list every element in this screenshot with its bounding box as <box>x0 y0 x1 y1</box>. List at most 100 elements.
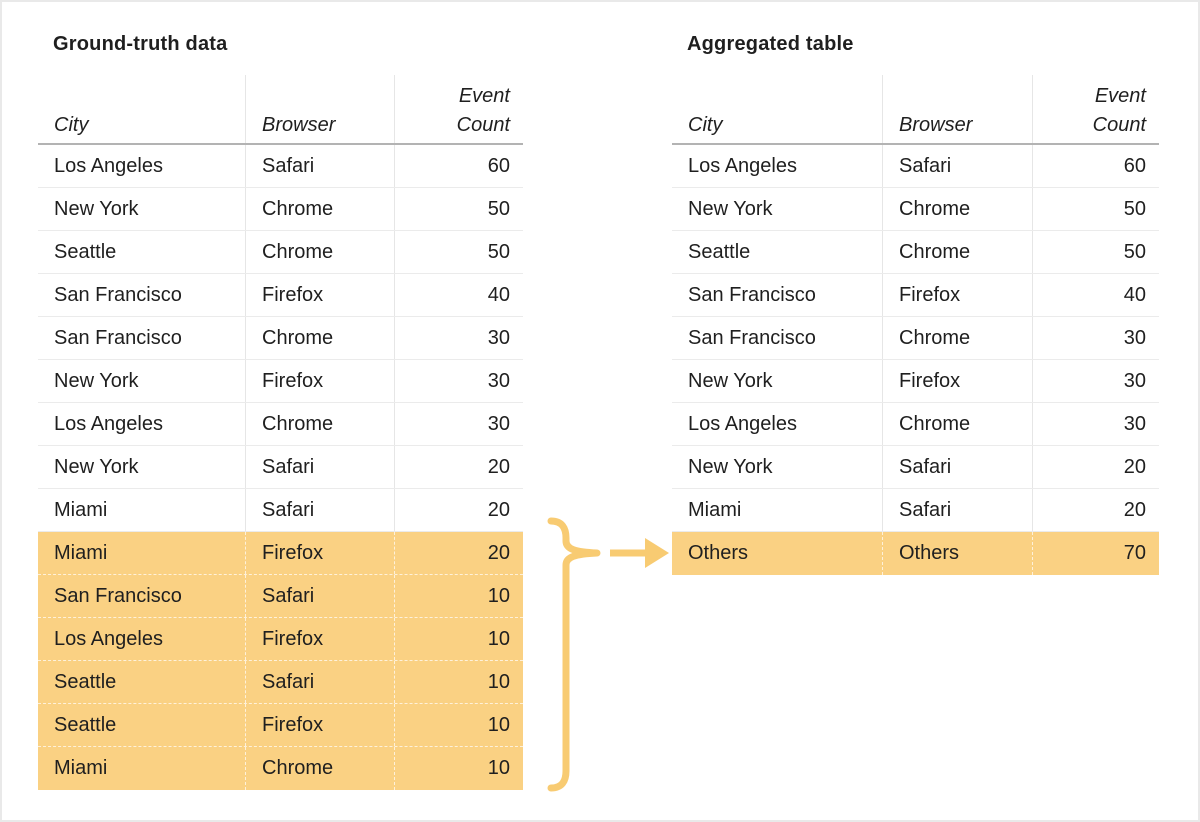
cell-browser: Chrome <box>882 403 1032 445</box>
table-row: New York Chrome 50 <box>672 188 1159 231</box>
curly-brace-icon <box>547 517 601 792</box>
cell-count: 30 <box>394 403 523 445</box>
cell-count: 10 <box>394 704 523 746</box>
table-row: Los Angeles Safari 60 <box>38 145 523 188</box>
table-row: New York Chrome 50 <box>38 188 523 231</box>
cell-city: Seattle <box>688 240 751 263</box>
cell-count: 30 <box>1032 317 1159 359</box>
cell-count: 50 <box>394 231 523 273</box>
cell-city: Miami <box>54 498 108 521</box>
cell-browser: Safari <box>245 145 394 187</box>
table-row: Los Angeles Chrome 30 <box>672 403 1159 446</box>
cell-city: Miami <box>54 541 108 564</box>
cell-count: 10 <box>394 618 523 660</box>
cell-city: San Francisco <box>688 283 816 306</box>
cell-browser: Safari <box>882 489 1032 531</box>
header-cell-city: City <box>54 114 89 136</box>
ground-truth-section: Ground-truth data City Browser Event Cou… <box>38 33 523 790</box>
cell-count: 60 <box>1032 145 1159 187</box>
cell-browser: Chrome <box>245 231 394 273</box>
cell-browser: Safari <box>882 145 1032 187</box>
aggregated-title: Aggregated table <box>687 33 854 55</box>
cell-city: New York <box>54 455 139 478</box>
cell-city: San Francisco <box>54 584 182 607</box>
table-row: San Francisco Chrome 30 <box>672 317 1159 360</box>
cell-browser: Chrome <box>882 188 1032 230</box>
ground-truth-table: City Browser Event Count Los Angeles Safa… <box>38 75 523 790</box>
table-row: Miami Safari 20 <box>672 489 1159 532</box>
table-row-highlighted: Seattle Safari 10 <box>38 661 523 704</box>
header-cell-browser: Browser <box>245 75 394 143</box>
cell-count: 10 <box>394 575 523 617</box>
table-row: New York Safari 20 <box>672 446 1159 489</box>
cell-city: New York <box>688 455 773 478</box>
cell-city: Others <box>688 542 749 564</box>
cell-count: 20 <box>1032 446 1159 488</box>
table-row: San Francisco Firefox 40 <box>38 274 523 317</box>
cell-city: New York <box>54 197 139 220</box>
cell-browser: Safari <box>245 446 394 488</box>
cell-browser: Safari <box>245 661 394 703</box>
table-row: San Francisco Chrome 30 <box>38 317 523 360</box>
cell-browser: Firefox <box>245 532 394 574</box>
cell-browser: Safari <box>245 575 394 617</box>
table-row-highlighted: Miami Chrome 10 <box>38 747 523 790</box>
cell-city: New York <box>688 197 773 220</box>
table-row-highlighted: Miami Firefox 20 <box>38 532 523 575</box>
cell-browser: Others <box>882 532 1032 575</box>
cell-count: 40 <box>394 274 523 316</box>
cell-city: Los Angeles <box>54 627 163 650</box>
cell-count: 10 <box>394 661 523 703</box>
cell-count: 60 <box>394 145 523 187</box>
cell-count: 30 <box>394 317 523 359</box>
cell-count: 20 <box>394 489 523 531</box>
header-cell-event-count: Event Count <box>394 75 523 143</box>
cell-browser: Chrome <box>882 231 1032 273</box>
table-row: Miami Safari 20 <box>38 489 523 532</box>
cell-city: Los Angeles <box>54 412 163 435</box>
aggregated-table: City Browser Event Count Los Angeles Safa… <box>672 75 1159 575</box>
cell-city: San Francisco <box>54 326 182 349</box>
aggregated-section: Aggregated table City Browser Event Coun… <box>672 33 1159 575</box>
table-row: Los Angeles Chrome 30 <box>38 403 523 446</box>
right-arrow-icon <box>610 538 669 568</box>
cell-city: New York <box>688 369 773 392</box>
cell-count: 20 <box>394 532 523 574</box>
table-row: New York Firefox 30 <box>38 360 523 403</box>
cell-browser: Chrome <box>245 188 394 230</box>
cell-city: Miami <box>688 498 742 521</box>
cell-browser: Chrome <box>245 747 394 790</box>
cell-city: Seattle <box>54 713 117 736</box>
cell-count: 30 <box>394 360 523 402</box>
cell-browser: Firefox <box>245 360 394 402</box>
table-row: New York Safari 20 <box>38 446 523 489</box>
cell-count: 20 <box>1032 489 1159 531</box>
table-row-highlighted: Los Angeles Firefox 10 <box>38 618 523 661</box>
cell-city: Los Angeles <box>688 412 797 435</box>
cell-count: 40 <box>1032 274 1159 316</box>
table-row-others: Others Others 70 <box>672 532 1159 575</box>
table-row: Los Angeles Safari 60 <box>672 145 1159 188</box>
cell-city: Los Angeles <box>688 154 797 177</box>
cell-count: 10 <box>394 747 523 790</box>
cell-browser: Firefox <box>245 618 394 660</box>
cell-browser: Safari <box>882 446 1032 488</box>
table-row: Seattle Chrome 50 <box>38 231 523 274</box>
cell-browser: Firefox <box>882 274 1032 316</box>
cell-browser: Firefox <box>245 704 394 746</box>
cell-count: 30 <box>1032 360 1159 402</box>
cell-city: Miami <box>54 757 108 779</box>
cell-count: 30 <box>1032 403 1159 445</box>
cell-browser: Chrome <box>882 317 1032 359</box>
table-row: Seattle Chrome 50 <box>672 231 1159 274</box>
cell-city: Seattle <box>54 240 117 263</box>
table-row-highlighted: Seattle Firefox 10 <box>38 704 523 747</box>
cell-count: 20 <box>394 446 523 488</box>
cell-browser: Chrome <box>245 317 394 359</box>
cell-count: 70 <box>1032 532 1159 575</box>
cell-city: San Francisco <box>54 283 182 306</box>
ground-truth-title: Ground-truth data <box>53 33 228 55</box>
cell-city: Seattle <box>54 670 117 693</box>
table-row: San Francisco Firefox 40 <box>672 274 1159 317</box>
